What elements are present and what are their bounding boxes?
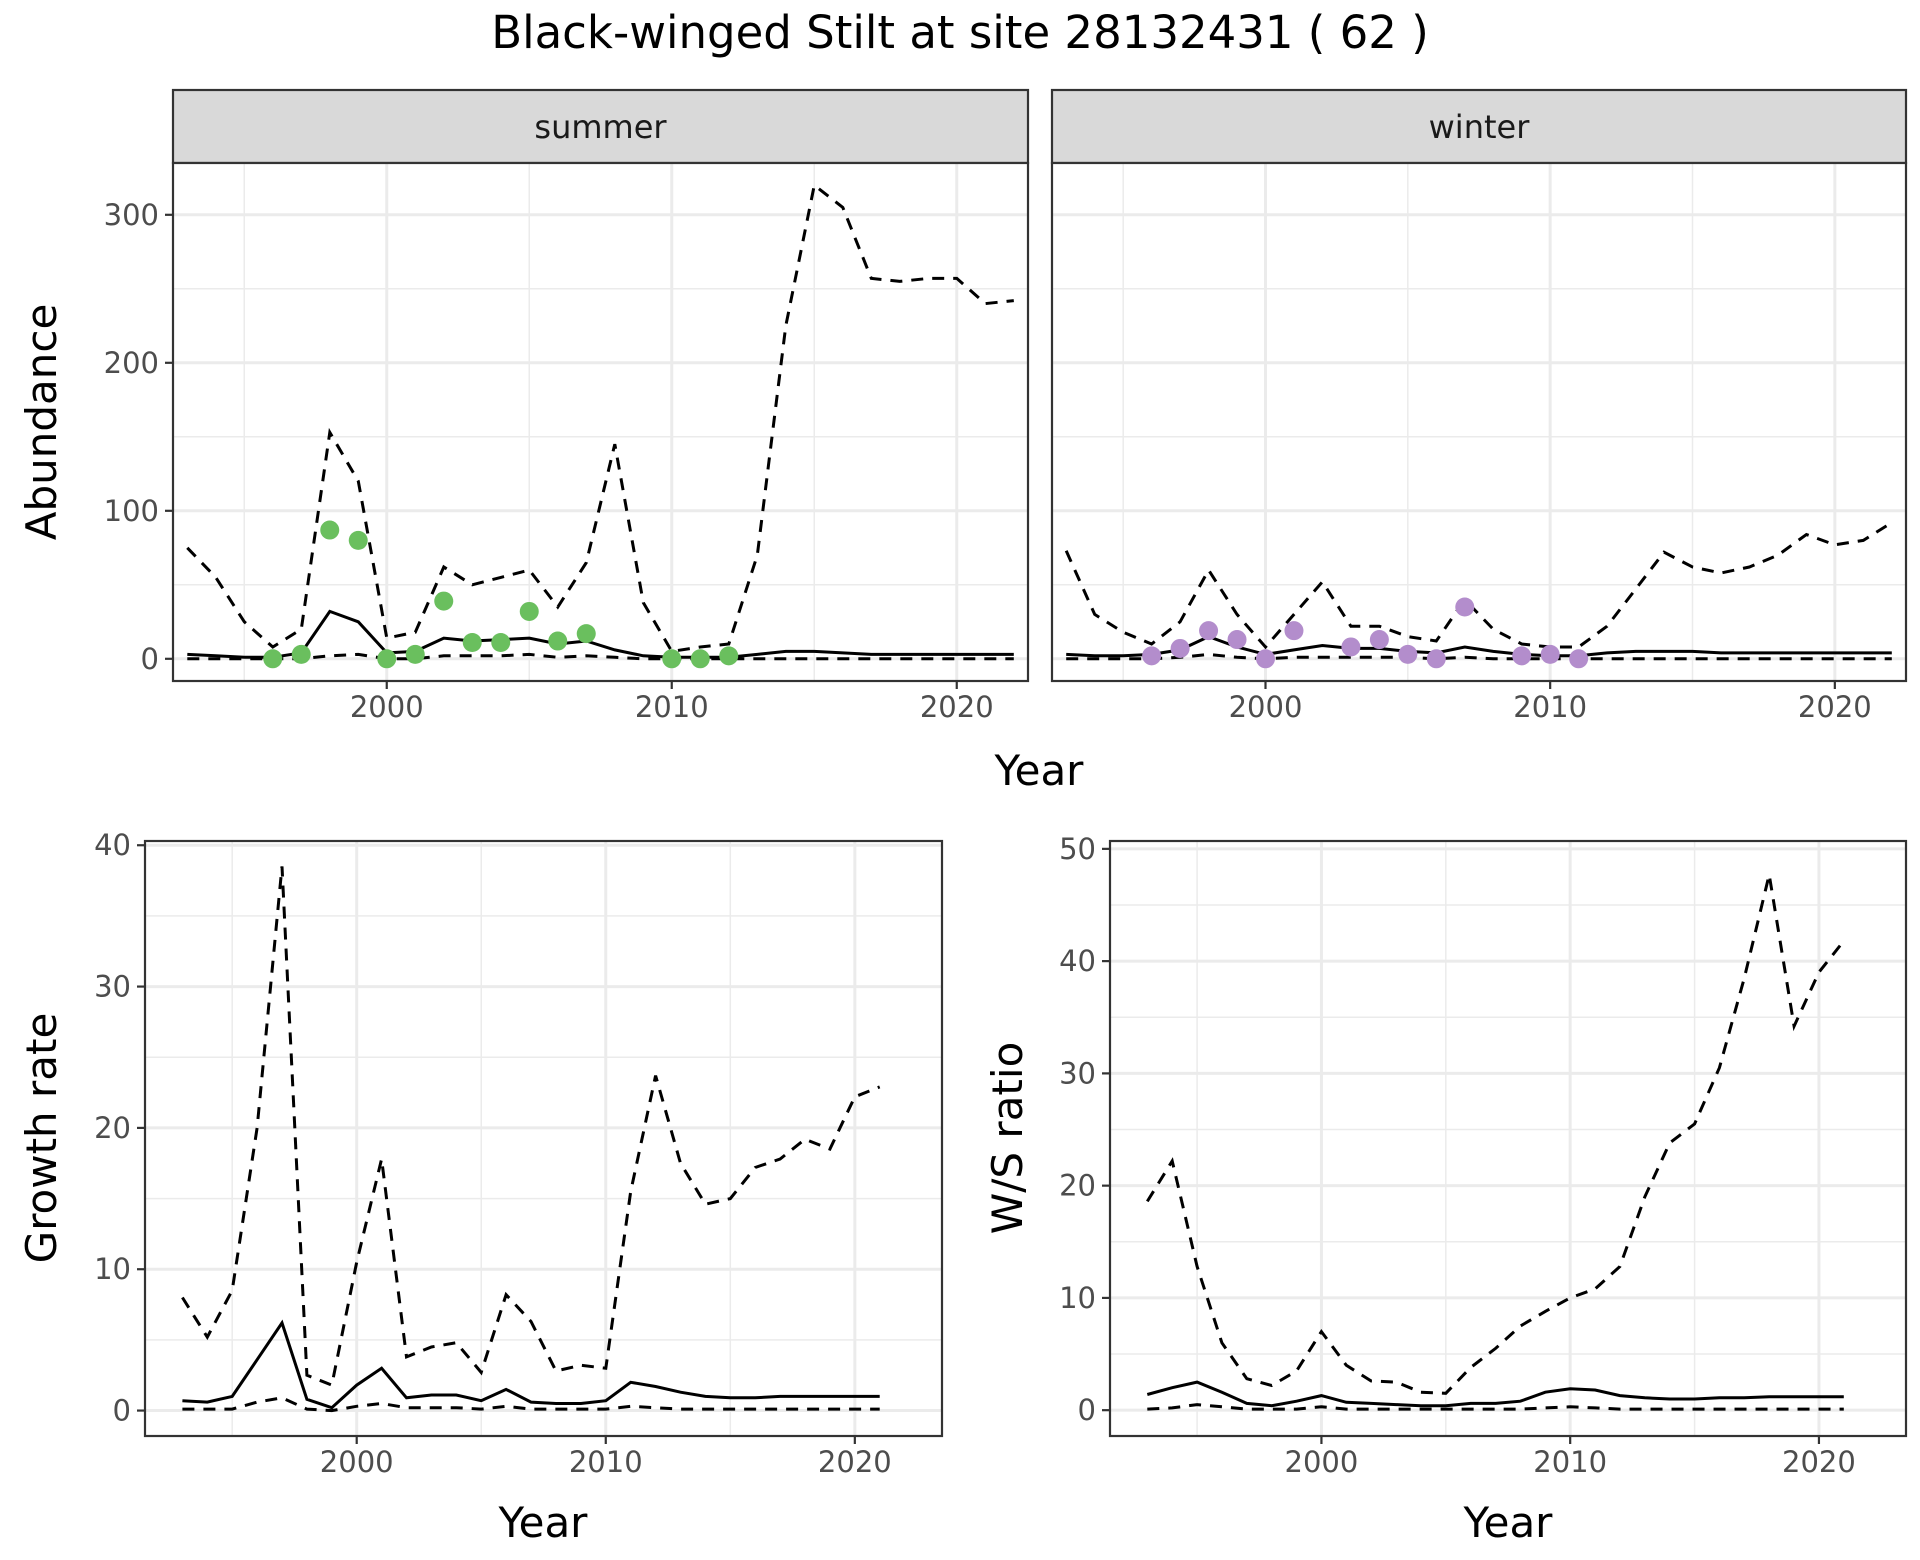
ws-ratio-y-tick-label: 0 [1078, 1393, 1096, 1427]
abundance-winter-data-point [1341, 637, 1361, 657]
ws-ratio-y-tick-label: 50 [1059, 832, 1096, 866]
growth-series-upper-line [181, 866, 881, 1388]
abundance-winter-panel-bg [1052, 163, 1906, 681]
abundance-winter-data-point [1199, 621, 1219, 641]
abundance-summer-data-point [263, 649, 283, 669]
ws-ratio-y-axis-title: W/S ratio [983, 1042, 1032, 1235]
abundance-winter-data-point [1455, 597, 1475, 617]
abundance-winter-x-tick-label: 2010 [1513, 690, 1587, 724]
abundance-winter-x-tick-label: 2000 [1229, 690, 1303, 724]
ws-ratio-y-tick-label: 20 [1059, 1169, 1096, 1203]
ws-ratio-x-tick-label: 2000 [1285, 1445, 1359, 1479]
ws-ratio-y-tick-label: 30 [1059, 1056, 1096, 1090]
growth-panel-border [143, 839, 944, 1438]
abundance-summer-x-tick-label: 2010 [635, 690, 709, 724]
abundance-winter-data-point [1284, 621, 1304, 641]
abundance-summer-panel-bg [173, 163, 1028, 681]
abundance-summer-data-point [348, 530, 368, 550]
abundance-summer-series-lower-line [187, 652, 1014, 661]
abundance-winter-data-point [1540, 644, 1560, 664]
growth-x-tick-label: 2000 [320, 1445, 394, 1479]
facet-strip-winter [1050, 88, 1908, 165]
growth-y-tick-label: 0 [113, 1394, 131, 1428]
growth-panel-bg [145, 841, 942, 1436]
abundance-winter-data-point [1369, 630, 1389, 650]
abundance-summer-series-median-line [187, 609, 1014, 659]
ws-ratio-x-tick-label: 2020 [1782, 1445, 1856, 1479]
abundance-winter-series-lower-line [1066, 652, 1892, 661]
abundance-summer-series-upper-line [186, 182, 1014, 654]
abundance-summer-data-point [434, 591, 454, 611]
abundance-winter-data-point [1256, 649, 1275, 669]
abundance-summer-data-point [662, 649, 682, 669]
ws-ratio-series-upper-line [1146, 874, 1845, 1395]
ws-ratio-series-lower-line [1147, 1403, 1844, 1411]
growth-y-tick-label: 30 [94, 970, 131, 1004]
abundance-summer-x-tick-label: 2000 [350, 690, 424, 724]
growth-x-tick-label: 2010 [569, 1445, 643, 1479]
abundance-summer-data-point [462, 633, 482, 653]
growth-series-median-line [182, 1319, 880, 1410]
abundance-summer-data-point [491, 633, 511, 653]
growth-y-axis-title: Growth rate [17, 1013, 66, 1264]
abundance-winter-data-point [1142, 646, 1162, 666]
ws-ratio-panel-border [1108, 839, 1908, 1438]
facet-strip-summer [171, 88, 1030, 165]
abundance-summer-y-tick-label: 0 [141, 642, 159, 676]
ws-ratio-panel-bg [1110, 841, 1906, 1436]
abundance-summer-panel-border [171, 161, 1030, 683]
abundance-winter-data-point [1170, 638, 1190, 658]
abundance-summer-data-point [405, 644, 425, 664]
abundance-summer-y-tick-label: 100 [104, 494, 159, 528]
ws-ratio-y-tick-label: 40 [1059, 944, 1096, 978]
growth-y-tick-label: 40 [94, 828, 131, 862]
facet-strip-label-summer: summer [534, 108, 667, 146]
abundance-summer-data-point [719, 646, 739, 666]
growth-y-tick-label: 20 [94, 1111, 131, 1145]
facet-strip-label-winter: winter [1429, 108, 1531, 146]
growth-x-axis-title: Year [498, 1498, 589, 1547]
growth-x-tick-label: 2020 [818, 1445, 892, 1479]
ws-ratio-x-tick-label: 2010 [1533, 1445, 1607, 1479]
ws-ratio-series-median-line [1146, 1380, 1844, 1408]
figure-title: Black-winged Stilt at site 28132431 ( 62… [491, 6, 1429, 59]
abundance-summer-data-point [576, 624, 596, 644]
abundance-summer-data-point [320, 520, 340, 540]
abundance-summer-y-tick-label: 300 [104, 198, 159, 232]
abundance-summer-y-tick-label: 200 [104, 346, 159, 380]
growth-y-tick-label: 10 [94, 1252, 131, 1286]
abundance-summer-data-point [690, 649, 710, 669]
abundance-summer-data-point [548, 631, 568, 651]
ws-ratio-y-tick-label: 10 [1059, 1281, 1096, 1315]
abundance-summer-data-point [519, 601, 539, 621]
abundance-winter-data-point [1512, 646, 1532, 666]
abundance-winter-data-point [1426, 649, 1446, 669]
abundance-winter-data-point [1227, 630, 1247, 650]
abundance-y-axis-title: Abundance [17, 304, 66, 541]
abundance-winter-panel-border [1050, 161, 1908, 683]
ws-ratio-x-axis-title: Year [1463, 1498, 1554, 1547]
abundance-x-axis-title: Year [994, 746, 1085, 795]
abundance-summer-data-point [377, 649, 397, 669]
abundance-winter-data-point [1569, 649, 1589, 669]
abundance-winter-data-point [1398, 644, 1418, 664]
abundance-winter-x-tick-label: 2020 [1798, 690, 1872, 724]
abundance-winter-series-upper-line [1064, 521, 1893, 650]
abundance-summer-x-tick-label: 2020 [920, 690, 994, 724]
abundance-summer-data-point [291, 644, 311, 664]
